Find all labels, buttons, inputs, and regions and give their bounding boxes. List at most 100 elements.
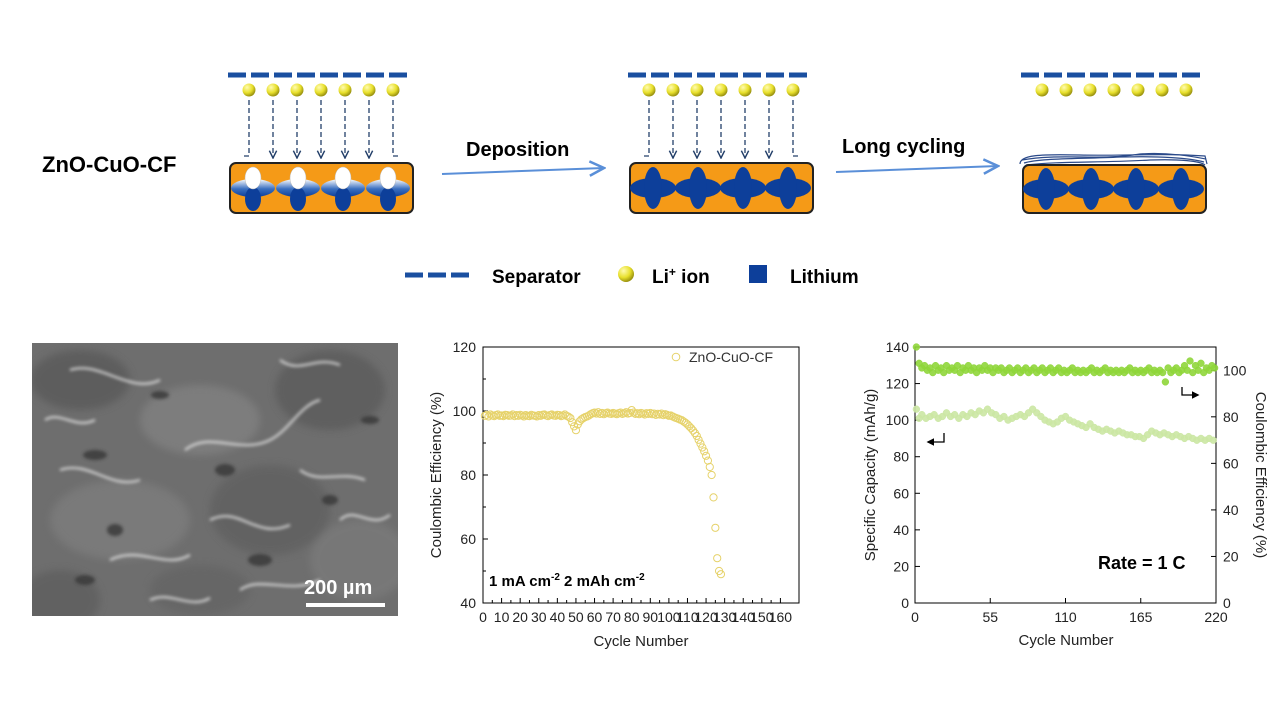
chart-rate-capacity: 0 55 110 165 2200204060801001201400204060801…: [862, 339, 1268, 649]
chart2-data-point: [1158, 368, 1167, 377]
chart2-x-tick-label: 55: [982, 609, 998, 625]
chart2-y-axis-label-right: Coulombic Efficiency (%): [1252, 392, 1268, 558]
li-ion: [1035, 83, 1049, 97]
chart1-data-point: [701, 451, 711, 460]
right-axis-indicator-arrow: [1181, 387, 1200, 399]
lithium-nuclei: [231, 166, 410, 211]
chart1-data-point: [586, 410, 595, 419]
legend-lithium-label: Lithium: [790, 267, 859, 288]
chart1-condition-annotation: 1 mA cm-2 2 mAh cm-2: [489, 572, 645, 590]
chart1-data-point: [566, 413, 575, 423]
chart2-y-right-tick-label: 80: [1223, 409, 1239, 425]
chart-coulombic-efficiency: 0 10 20 30 40 50 60 70 80 90 100110120130140150160…: [428, 339, 800, 650]
chart1-x-tick-label: 0: [479, 609, 487, 625]
chart2-y-right-tick-label: 20: [1223, 548, 1239, 564]
li-ion: [690, 83, 704, 97]
sem-scale-bar: [306, 603, 385, 607]
li-ion: [1083, 83, 1097, 97]
schematic-panel-deposited: [628, 72, 814, 214]
chart2-axes: 0 55 110 165 2200204060801001201400204060801…: [886, 339, 1247, 625]
chart1-data-point: [571, 426, 581, 435]
lithium-nuclei: [630, 167, 811, 209]
legend-lithium-swatch: [749, 265, 767, 283]
chart2-y-tick-label: 0: [901, 595, 909, 611]
chart1-x-tick-label: 90: [643, 609, 659, 625]
legend: Separator Li+ ion Lithium: [405, 265, 859, 288]
chart2-data-point: [912, 405, 921, 413]
chart1-y-tick-label: 40: [460, 595, 476, 611]
li-ion: [314, 83, 328, 97]
li-ion: [338, 83, 352, 97]
chart1-data-point: [707, 470, 716, 480]
chart1-y-tick-label: 60: [460, 531, 476, 547]
chart1-x-tick-label: 140: [732, 609, 756, 625]
li-ion: [1155, 83, 1169, 97]
chart2-data-point: [1186, 357, 1194, 365]
li-ion: [642, 83, 656, 97]
li-ion: [762, 83, 776, 97]
chart2-data-point: [1161, 378, 1170, 386]
li-ion-row: [242, 83, 400, 97]
chart1-data-point: [579, 413, 588, 423]
chart1-data-point: [519, 412, 528, 421]
chart1-axes: 0 10 20 30 40 50 60 70 80 90 100110120130140150160…: [453, 339, 793, 625]
li-ion: [290, 83, 304, 97]
chart1-y-tick-label: 120: [453, 339, 477, 355]
chart2-y-right-tick-label: 40: [1223, 502, 1239, 518]
chart2-series: [912, 343, 1219, 444]
chart2-x-tick-label: 0: [911, 609, 919, 625]
chart2-x-tick-label: 220: [1204, 609, 1228, 625]
chart1-x-tick-label: 60: [587, 609, 603, 625]
chart1-data-point: [698, 443, 707, 452]
li-ion: [1131, 83, 1145, 97]
sem-micrograph: [32, 343, 398, 616]
chart1-data-point: [692, 431, 701, 441]
chart1-x-tick-label: 10: [494, 609, 510, 625]
chart2-data-point: [1209, 436, 1217, 444]
sem-scale-label: 200 µm: [304, 577, 373, 599]
chart1-x-tick-label: 50: [568, 609, 584, 625]
chart2-x-tick-label: 110: [1054, 609, 1077, 625]
li-ion: [666, 83, 680, 97]
flux-arrow-bent: [244, 100, 250, 157]
ion-flux-arrows: [644, 100, 798, 158]
li-ion: [1107, 83, 1121, 97]
chart1-data-point: [696, 439, 705, 448]
li-ion: [266, 83, 280, 97]
chart2-y-tick-label: 100: [886, 412, 910, 428]
flux-arrow-bent: [392, 100, 398, 157]
step-long-cycling-label: Long cycling: [842, 136, 965, 158]
chart1-x-tick-label: 100: [657, 609, 681, 625]
chart1-data-point: [688, 426, 698, 435]
chart1-legend-label: ZnO-CuO-CF: [689, 349, 773, 365]
chart2-y-axis-label-left: Specific Capacity (mAh/g): [862, 389, 879, 562]
process-arrow-deposition: [441, 168, 604, 174]
li-ion: [1059, 83, 1073, 97]
sample-label: ZnO-CuO-CF: [42, 152, 176, 177]
chart1-data-point: [668, 412, 677, 421]
chart1-data-point: [705, 462, 714, 472]
li-ion-row: [642, 83, 800, 97]
chart1-x-tick-label: 120: [694, 609, 718, 625]
process-arrow-long-cycling: [835, 166, 998, 172]
chart1-x-tick-label: 150: [750, 609, 774, 625]
lithium-nuclei: [1023, 168, 1204, 210]
chart1-data-point: [700, 447, 709, 456]
chart1-x-tick-label: 30: [531, 609, 547, 625]
li-ion: [714, 83, 728, 97]
li-ion-row: [1035, 83, 1193, 97]
chart2-y-tick-label: 20: [893, 558, 909, 574]
chart1-x-tick-label: 110: [676, 609, 699, 625]
legend-li-ion-label: Li+ ion: [652, 265, 710, 288]
chart2-data-point: [1210, 364, 1219, 372]
chart1-frame: [482, 346, 800, 604]
chart1-y-axis-label: Coulombic Efficiency (%): [428, 392, 445, 558]
chart1-series: [480, 405, 726, 579]
chart1-data-point: [694, 435, 703, 444]
schematic-panel-initial: [228, 72, 414, 214]
chart1-x-tick-label: 70: [605, 609, 621, 625]
chart1-data-point: [713, 554, 722, 563]
chart2-data-point: [912, 343, 921, 351]
chart2-y-right-tick-label: 0: [1223, 595, 1231, 611]
